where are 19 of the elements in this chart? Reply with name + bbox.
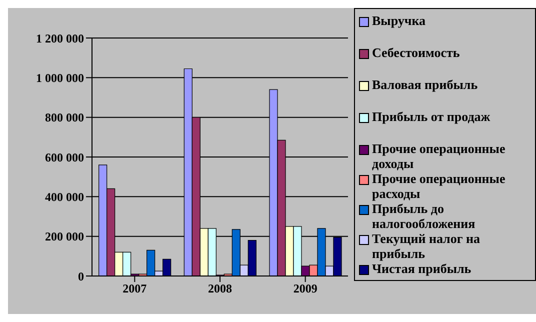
legend-label: Валовая прибыль [372,77,478,92]
legend-label: Прочие операционные доходы [372,141,506,171]
y-tick-label: 600 000 [45,150,84,164]
x-tick-label: 2008 [208,282,232,296]
legend-label: Текущий налог на прибыль [372,231,481,261]
legend-label: Выручка [372,13,426,28]
legend-label: Чистая прибыль [372,261,472,276]
y-tick-label: 800 000 [45,110,84,125]
y-tick-label: 1 000 000 [36,70,84,85]
legend-label: Прочие операционные расходы [372,171,506,201]
y-tick-label: 400 000 [45,190,84,204]
y-tick-label: 0 [78,269,84,284]
x-tick-label: 2007 [122,282,147,296]
y-tick-label: 200 000 [45,230,84,244]
legend-label: Прибыль от продаж [372,109,490,124]
legend-label: Себестоимость [372,45,460,60]
legend-label: Прибыль до налогообложения [372,201,476,231]
x-tick-label: 2009 [293,282,318,296]
y-tick-label: 1 200 000 [36,31,84,46]
